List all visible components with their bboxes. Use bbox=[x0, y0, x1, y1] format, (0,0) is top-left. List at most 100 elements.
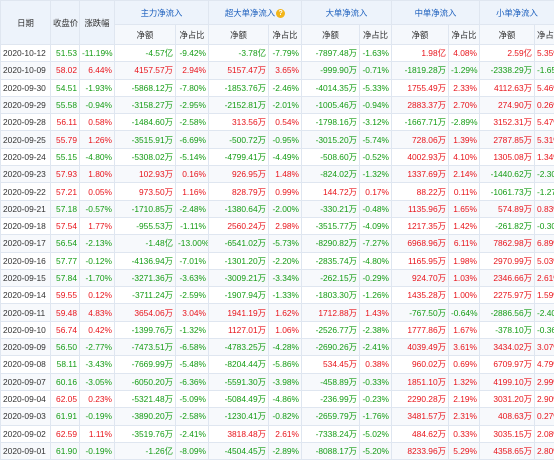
cell-medium-amount: 484.62万 bbox=[392, 425, 449, 442]
cell-small-amount: 6709.97万 bbox=[480, 356, 535, 373]
cell-small-amount: 4358.65万 bbox=[480, 442, 535, 459]
cell-large-ratio: -4.80% bbox=[360, 252, 392, 269]
cell-small-amount: 7862.98万 bbox=[480, 235, 535, 252]
header-large-amount[interactable]: 净额 bbox=[302, 25, 360, 45]
cell-date: 2020-09-21 bbox=[1, 200, 51, 217]
cell-large-ratio: -1.76% bbox=[360, 408, 392, 425]
header-small-inflow[interactable]: 小单净流入 bbox=[480, 1, 554, 25]
cell-medium-ratio: 2.33% bbox=[449, 79, 480, 96]
cell-super-amount: -3.78亿 bbox=[209, 45, 269, 62]
cell-small-amount: -261.82万 bbox=[480, 217, 535, 234]
header-close[interactable]: 收盘价 bbox=[51, 1, 80, 45]
cell-close: 58.02 bbox=[51, 62, 80, 79]
cell-medium-amount: 924.70万 bbox=[392, 269, 449, 286]
cell-large-ratio: -0.52% bbox=[360, 148, 392, 165]
cell-super-ratio: -1.33% bbox=[269, 287, 302, 304]
cell-change: 0.58% bbox=[80, 114, 115, 131]
cell-large-ratio: 1.43% bbox=[360, 304, 392, 321]
cell-large-amount: -330.21万 bbox=[302, 200, 360, 217]
header-date[interactable]: 日期 bbox=[1, 1, 51, 45]
cell-small-amount: 2.59亿 bbox=[480, 45, 535, 62]
cell-super-ratio: -5.73% bbox=[269, 235, 302, 252]
cell-change: -2.77% bbox=[80, 339, 115, 356]
cell-main-ratio: -5.48% bbox=[176, 356, 209, 373]
header-small-ratio[interactable]: 净占比 bbox=[535, 25, 554, 45]
cell-large-amount: -8290.82万 bbox=[302, 235, 360, 252]
cell-super-ratio: -4.28% bbox=[269, 339, 302, 356]
cell-date: 2020-10-09 bbox=[1, 62, 51, 79]
header-large-inflow[interactable]: 大单净流入 bbox=[302, 1, 392, 25]
cell-small-amount: -2338.29万 bbox=[480, 62, 535, 79]
cell-medium-amount: -1819.28万 bbox=[392, 62, 449, 79]
help-icon[interactable]: ? bbox=[276, 9, 285, 18]
cell-date: 2020-09-07 bbox=[1, 373, 51, 390]
header-super-amount[interactable]: 净额 bbox=[209, 25, 269, 45]
header-main-ratio[interactable]: 净占比 bbox=[176, 25, 209, 45]
cell-large-ratio: -2.38% bbox=[360, 321, 392, 338]
cell-main-amount: -7473.51万 bbox=[115, 339, 176, 356]
cell-large-ratio: -4.09% bbox=[360, 217, 392, 234]
header-change[interactable]: 涨跌幅 bbox=[80, 1, 115, 45]
cell-small-ratio: -0.30% bbox=[535, 217, 554, 234]
cell-small-ratio: -1.27% bbox=[535, 183, 554, 200]
cell-date: 2020-09-08 bbox=[1, 356, 51, 373]
cell-medium-ratio: 0.33% bbox=[449, 425, 480, 442]
cell-main-ratio: -1.11% bbox=[176, 217, 209, 234]
cell-large-amount: -2835.74万 bbox=[302, 252, 360, 269]
cell-super-ratio: 2.61% bbox=[269, 425, 302, 442]
cell-small-amount: 3434.02万 bbox=[480, 339, 535, 356]
cell-main-amount: -1.26亿 bbox=[115, 442, 176, 459]
cell-large-ratio: -3.12% bbox=[360, 114, 392, 131]
cell-main-amount: -1399.76万 bbox=[115, 321, 176, 338]
header-super-inflow[interactable]: 超大单净流入? bbox=[209, 1, 302, 25]
cell-change: -0.12% bbox=[80, 252, 115, 269]
cell-change: -0.19% bbox=[80, 408, 115, 425]
cell-medium-amount: 1851.10万 bbox=[392, 373, 449, 390]
cell-date: 2020-09-18 bbox=[1, 217, 51, 234]
cell-large-amount: 144.72万 bbox=[302, 183, 360, 200]
cell-close: 57.93 bbox=[51, 166, 80, 183]
header-medium-ratio[interactable]: 净占比 bbox=[449, 25, 480, 45]
cell-medium-amount: 2290.28万 bbox=[392, 390, 449, 407]
header-medium-inflow[interactable]: 中单净流入 bbox=[392, 1, 480, 25]
cell-small-ratio: 1.59% bbox=[535, 287, 554, 304]
cell-main-ratio: -5.14% bbox=[176, 148, 209, 165]
cell-close: 57.21 bbox=[51, 183, 80, 200]
header-large-ratio[interactable]: 净占比 bbox=[360, 25, 392, 45]
cell-super-ratio: -0.82% bbox=[269, 408, 302, 425]
cell-medium-ratio: 2.19% bbox=[449, 390, 480, 407]
cell-close: 56.74 bbox=[51, 321, 80, 338]
cell-close: 56.50 bbox=[51, 339, 80, 356]
cell-large-ratio: 0.38% bbox=[360, 356, 392, 373]
header-main-inflow[interactable]: 主力净流入 bbox=[115, 1, 209, 25]
cell-small-amount: -378.10万 bbox=[480, 321, 535, 338]
header-medium-amount[interactable]: 净额 bbox=[392, 25, 449, 45]
cell-small-ratio: 5.47% bbox=[535, 114, 554, 131]
header-main-amount[interactable]: 净额 bbox=[115, 25, 176, 45]
cell-main-amount: -5868.12万 bbox=[115, 79, 176, 96]
cell-medium-amount: 1777.86万 bbox=[392, 321, 449, 338]
cell-large-ratio: -1.26% bbox=[360, 287, 392, 304]
cell-date: 2020-09-29 bbox=[1, 96, 51, 113]
cell-small-amount: -1061.73万 bbox=[480, 183, 535, 200]
cell-close: 55.58 bbox=[51, 96, 80, 113]
cell-super-amount: -5591.30万 bbox=[209, 373, 269, 390]
cell-large-ratio: -0.71% bbox=[360, 62, 392, 79]
cell-close: 54.51 bbox=[51, 79, 80, 96]
cell-medium-amount: 3481.57万 bbox=[392, 408, 449, 425]
cell-close: 57.54 bbox=[51, 217, 80, 234]
cell-date: 2020-09-14 bbox=[1, 287, 51, 304]
header-super-ratio[interactable]: 净占比 bbox=[269, 25, 302, 45]
header-small-amount[interactable]: 净额 bbox=[480, 25, 535, 45]
